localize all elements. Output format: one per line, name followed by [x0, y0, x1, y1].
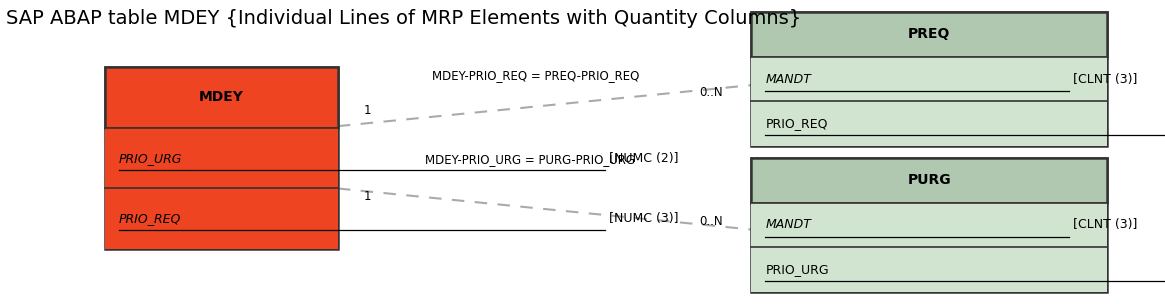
- FancyBboxPatch shape: [105, 128, 338, 188]
- Text: [CLNT (3)]: [CLNT (3)]: [1069, 219, 1138, 231]
- Text: MANDT: MANDT: [765, 73, 811, 85]
- Text: PURG: PURG: [908, 173, 951, 187]
- FancyBboxPatch shape: [751, 12, 1107, 57]
- Text: PRIO_URG: PRIO_URG: [119, 152, 182, 164]
- FancyBboxPatch shape: [751, 247, 1107, 292]
- Text: 0..N: 0..N: [699, 216, 722, 228]
- Text: [NUMC (2)]: [NUMC (2)]: [606, 152, 679, 164]
- FancyBboxPatch shape: [751, 203, 1107, 247]
- Text: MDEY-PRIO_URG = PURG-PRIO_URG: MDEY-PRIO_URG = PURG-PRIO_URG: [425, 153, 635, 166]
- FancyBboxPatch shape: [751, 101, 1107, 146]
- FancyBboxPatch shape: [751, 12, 1107, 146]
- FancyBboxPatch shape: [751, 158, 1107, 203]
- FancyBboxPatch shape: [105, 67, 338, 128]
- Text: MDEY: MDEY: [199, 90, 243, 104]
- Text: [CLNT (3)]: [CLNT (3)]: [1069, 73, 1138, 85]
- FancyBboxPatch shape: [105, 67, 338, 249]
- Text: PRIO_REQ: PRIO_REQ: [119, 212, 182, 225]
- Text: PRIO_REQ: PRIO_REQ: [765, 117, 828, 130]
- FancyBboxPatch shape: [105, 188, 338, 249]
- Text: PRIO_URG: PRIO_URG: [765, 263, 829, 276]
- FancyBboxPatch shape: [751, 158, 1107, 292]
- Text: SAP ABAP table MDEY {Individual Lines of MRP Elements with Quantity Columns}: SAP ABAP table MDEY {Individual Lines of…: [6, 9, 802, 28]
- Text: 1: 1: [363, 105, 370, 117]
- Text: 1: 1: [363, 190, 370, 202]
- Text: MANDT: MANDT: [765, 219, 811, 231]
- Text: PREQ: PREQ: [908, 27, 951, 41]
- Text: MDEY-PRIO_REQ = PREQ-PRIO_REQ: MDEY-PRIO_REQ = PREQ-PRIO_REQ: [432, 70, 640, 82]
- Text: [NUMC (3)]: [NUMC (3)]: [606, 212, 679, 225]
- Text: 0..N: 0..N: [699, 86, 722, 99]
- FancyBboxPatch shape: [751, 57, 1107, 101]
